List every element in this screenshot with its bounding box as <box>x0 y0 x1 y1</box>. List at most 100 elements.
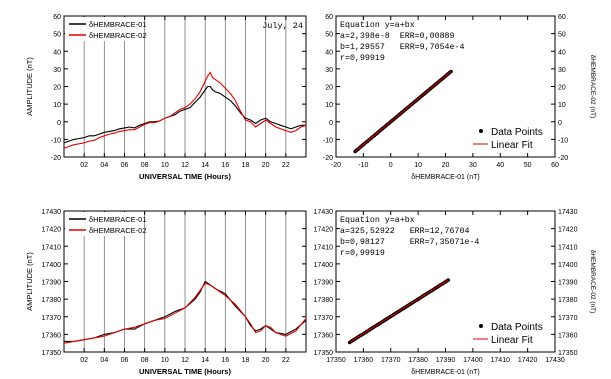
y-tick-label: 17430 <box>42 209 62 216</box>
x-tick-label: 02 <box>80 357 88 364</box>
x-tick-label: 17420 <box>518 357 538 364</box>
date-annotation: July, 24 <box>262 21 303 31</box>
x-tick-label: 08 <box>141 357 149 364</box>
legend-background <box>65 212 127 236</box>
legend: δHEMBRACE-01 δHEMBRACE-02 <box>65 17 147 41</box>
series-line-2 <box>63 282 307 344</box>
linear-fit-line <box>349 279 449 343</box>
legend-label-points: Data Points <box>491 322 543 333</box>
y-tick-label: 17400 <box>42 262 62 269</box>
x-tick-label: 17350 <box>326 357 346 364</box>
y-tick-label: 20 <box>325 85 333 92</box>
y-tick-label-right: 40 <box>558 49 566 56</box>
y-tick-label: 30 <box>53 67 61 74</box>
y-tick-label: 17380 <box>42 297 62 304</box>
y-tick-label-right: 17400 <box>558 262 578 269</box>
equation-line-1: Equation y=a+bx <box>340 215 415 225</box>
y-tick-label: 40 <box>325 49 333 56</box>
legend-label-2: δHEMBRACE-02 <box>89 31 147 40</box>
y-tick-label: 17390 <box>314 280 334 287</box>
y-tick-label-right: 60 <box>558 14 566 21</box>
x-tick-label: 04 <box>100 162 108 169</box>
legend: Data Points Linear Fit <box>473 127 543 151</box>
y-tick-label: 0 <box>329 120 333 127</box>
x-tick-label: 08 <box>141 162 149 169</box>
y-tick-label: 17410 <box>314 244 334 251</box>
y-tick-label: 17420 <box>314 227 334 234</box>
y-tick-label-right: -10 <box>558 137 568 144</box>
equation-line-2: a=325,52922 ERR=12,76704 <box>340 227 469 236</box>
x-tick-label: 50 <box>524 162 532 169</box>
chart-h-time-bottom: 17350 17360 17370 17380 17390 17400 17410 17420… <box>25 209 307 376</box>
y-axis-label: AMPLITUDE (nT) <box>25 57 34 116</box>
x-axis-label: UNIVERSAL TIME (Hours) <box>139 367 231 376</box>
y-axis-label-right: δHEMBRACE-02 (nT) <box>589 250 596 314</box>
y-tick-label: 17350 <box>42 350 62 357</box>
x-tick-label: 17360 <box>354 357 374 364</box>
x-tick-label: 20 <box>442 162 450 169</box>
x-tick-label: 17410 <box>491 357 511 364</box>
y-tick-label: 50 <box>53 32 61 39</box>
x-tick-label: -10 <box>358 162 368 169</box>
x-tick-label: 04 <box>100 357 108 364</box>
y-tick-label: 17390 <box>42 280 62 287</box>
y-tick-label: 50 <box>325 32 333 39</box>
y-tick-label-right: 17380 <box>558 297 578 304</box>
y-tick-label-right: 17430 <box>558 209 578 216</box>
y-tick-label-right: 20 <box>558 85 566 92</box>
y-tick-label: 30 <box>325 67 333 74</box>
legend-swatch-points <box>479 129 483 133</box>
y-tick-label: 17360 <box>314 332 334 339</box>
x-tick-label: 20 <box>262 162 270 169</box>
y-tick-label: 60 <box>53 14 61 21</box>
y-tick-label: 20 <box>53 85 61 92</box>
y-tick-label: 10 <box>53 102 61 109</box>
x-tick-label: 22 <box>282 162 290 169</box>
y-axis-label-right: δHEMBRACE-02 (nT) <box>589 55 596 119</box>
equation-line-3: b=0,98127 ERR=7,35071e-4 <box>340 237 479 247</box>
legend-label-1: δHEMBRACE-01 <box>89 20 147 29</box>
y-tick-label: 60 <box>325 14 333 21</box>
x-tick-label: 12 <box>181 162 189 169</box>
equation-line-4: r=0,99919 <box>340 54 385 63</box>
y-axis-label: AMPLITUDE (nT) <box>25 252 34 311</box>
x-tick-label: 22 <box>282 357 290 364</box>
x-axis-label: UNIVERSAL TIME (Hours) <box>139 172 231 181</box>
equation-line-1: Equation y=a+bx <box>340 20 415 30</box>
x-tick-label: 40 <box>496 162 504 169</box>
legend-label-fit: Linear Fit <box>491 335 533 346</box>
x-tick-label: 16 <box>221 357 229 364</box>
legend-swatch-points <box>479 324 483 328</box>
x-tick-label: 06 <box>121 357 129 364</box>
y-tick-label: -20 <box>323 155 333 162</box>
legend: δHEMBRACE-01 δHEMBRACE-02 <box>65 212 147 236</box>
y-tick-label: 17380 <box>314 297 334 304</box>
y-tick-label: 40 <box>53 49 61 56</box>
x-tick-label: 10 <box>161 357 169 364</box>
x-tick-label: 20 <box>262 357 270 364</box>
x-tick-label: 14 <box>201 357 209 364</box>
x-tick-label: 02 <box>80 162 88 169</box>
y-tick-label-right: 17420 <box>558 227 578 234</box>
y-tick-label: -20 <box>51 155 61 162</box>
x-tick-label: 17390 <box>436 357 456 364</box>
y-tick-label: 17420 <box>42 227 62 234</box>
equation-line-3: b=1,29557 ERR=9,7054e-4 <box>340 42 464 52</box>
y-tick-label-right: 17390 <box>558 280 578 287</box>
legend-label-2: δHEMBRACE-02 <box>89 226 147 235</box>
x-axis-label: δHEMBRACE-01 (nT) <box>411 174 479 181</box>
x-tick-label: 17370 <box>381 357 401 364</box>
y-tick-label-right: 30 <box>558 67 566 74</box>
legend: Data Points Linear Fit <box>473 322 543 346</box>
legend-label-fit: Linear Fit <box>491 140 533 151</box>
x-tick-label: 30 <box>469 162 477 169</box>
y-tick-label-right: 50 <box>558 32 566 39</box>
y-tick-label-right: 17350 <box>558 350 578 357</box>
x-tick-label: 14 <box>201 162 209 169</box>
chart-dh-time-top: -20 -10 0 10 20 30 40 50 60 02 04 06 08 10 12 14 16 18 20 2… <box>25 14 307 181</box>
x-tick-label: 60 <box>551 162 559 169</box>
y-tick-label: -10 <box>51 137 61 144</box>
